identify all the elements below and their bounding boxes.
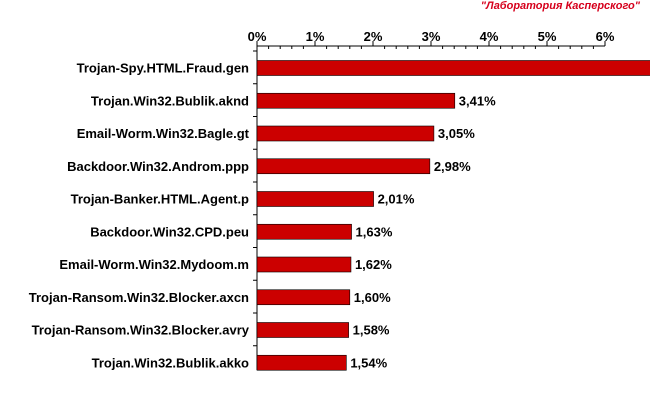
bar bbox=[256, 322, 349, 338]
category-label: Backdoor.Win32.CPD.peu bbox=[90, 224, 249, 239]
value-label: 3,05% bbox=[438, 126, 475, 141]
x-axis: 0% 1% 2% 3% 4% 5% 6% bbox=[248, 29, 615, 370]
bar bbox=[256, 158, 431, 175]
category-label: Trojan-Ransom.Win32.Blocker.axcn bbox=[29, 290, 249, 305]
bar bbox=[256, 60, 650, 76]
x-tick-label: 5% bbox=[538, 29, 557, 44]
bar bbox=[256, 191, 374, 207]
category-label: Trojan-Ransom.Win32.Blocker.avry bbox=[32, 323, 250, 338]
value-labels: 6,87%3,41%3,05%2,98%2,01%1,63%1,62%1,60%… bbox=[350, 93, 496, 370]
bar bbox=[256, 92, 456, 109]
bar bbox=[256, 223, 352, 240]
bar bbox=[256, 125, 435, 142]
value-label: 1,58% bbox=[353, 323, 390, 338]
value-label: 2,98% bbox=[434, 159, 471, 174]
value-label: 1,60% bbox=[354, 290, 391, 305]
value-label: 2,01% bbox=[378, 192, 415, 207]
x-tick-label: 6% bbox=[596, 29, 615, 44]
source-label: "Лаборатория Касперского" bbox=[480, 0, 640, 12]
value-label: 3,41% bbox=[459, 93, 496, 108]
bar bbox=[256, 289, 351, 306]
x-tick-label: 3% bbox=[422, 29, 441, 44]
category-label: Trojan.Win32.Bublik.aknd bbox=[91, 93, 249, 108]
value-label: 1,62% bbox=[355, 257, 392, 272]
bars-group bbox=[256, 60, 650, 371]
category-label: Email-Worm.Win32.Bagle.gt bbox=[77, 126, 250, 141]
category-label: Trojan-Banker.HTML.Agent.p bbox=[71, 192, 249, 207]
x-tick-label: 4% bbox=[480, 29, 499, 44]
x-tick-label: 1% bbox=[306, 29, 325, 44]
category-labels: Trojan-Spy.HTML.Fraud.gen Trojan.Win32.Bu… bbox=[29, 61, 250, 371]
value-label: 1,63% bbox=[356, 224, 393, 239]
category-label: Backdoor.Win32.Androm.ppp bbox=[67, 159, 249, 174]
category-label: Trojan.Win32.Bublik.akko bbox=[92, 355, 249, 370]
value-label: 1,54% bbox=[350, 355, 387, 370]
x-tick-label: 0% bbox=[248, 29, 267, 44]
category-label: Trojan-Spy.HTML.Fraud.gen bbox=[77, 61, 249, 76]
x-tick-label: 2% bbox=[364, 29, 383, 44]
category-label: Email-Worm.Win32.Mydoom.m bbox=[59, 257, 249, 272]
bar bbox=[256, 354, 347, 371]
bar bbox=[256, 256, 352, 273]
